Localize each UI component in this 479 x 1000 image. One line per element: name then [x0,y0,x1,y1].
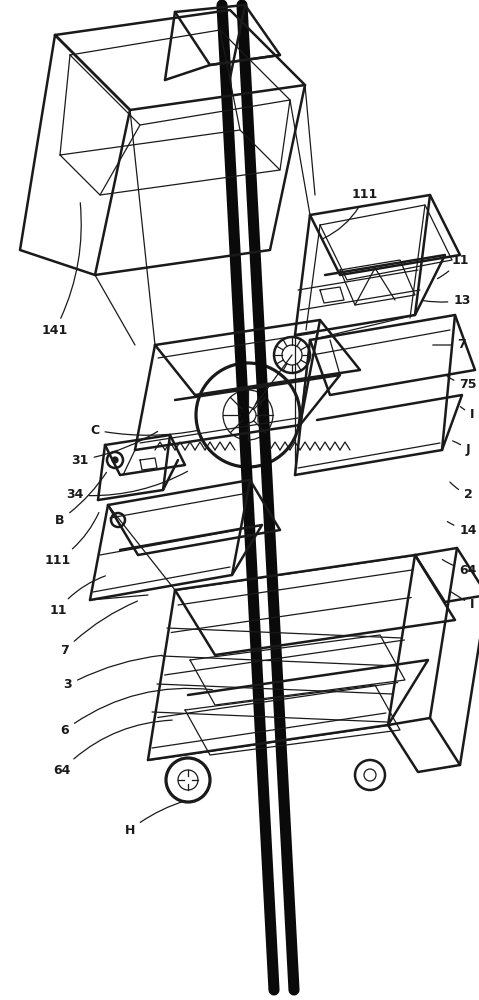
Text: H: H [125,801,185,836]
Text: 11: 11 [49,576,105,616]
Text: 7: 7 [61,601,137,656]
Text: B: B [55,472,106,526]
Text: 64: 64 [53,720,172,776]
Text: 3: 3 [64,655,162,692]
Text: 6: 6 [61,688,212,736]
Text: 64: 64 [442,560,477,576]
Text: 14: 14 [447,522,477,536]
Text: 75: 75 [447,377,477,391]
Text: 2: 2 [450,482,472,502]
Text: 13: 13 [423,294,471,306]
Text: J: J [453,441,470,456]
Text: 31: 31 [71,431,158,466]
Text: 111: 111 [322,188,378,239]
Text: I: I [450,591,474,611]
Text: 34: 34 [66,471,188,502]
Text: 11: 11 [437,253,469,279]
Text: 7: 7 [433,338,467,352]
Text: I: I [460,407,474,422]
Text: C: C [91,424,197,436]
Text: 141: 141 [42,203,81,336]
Text: 111: 111 [45,513,99,566]
Circle shape [112,457,118,463]
